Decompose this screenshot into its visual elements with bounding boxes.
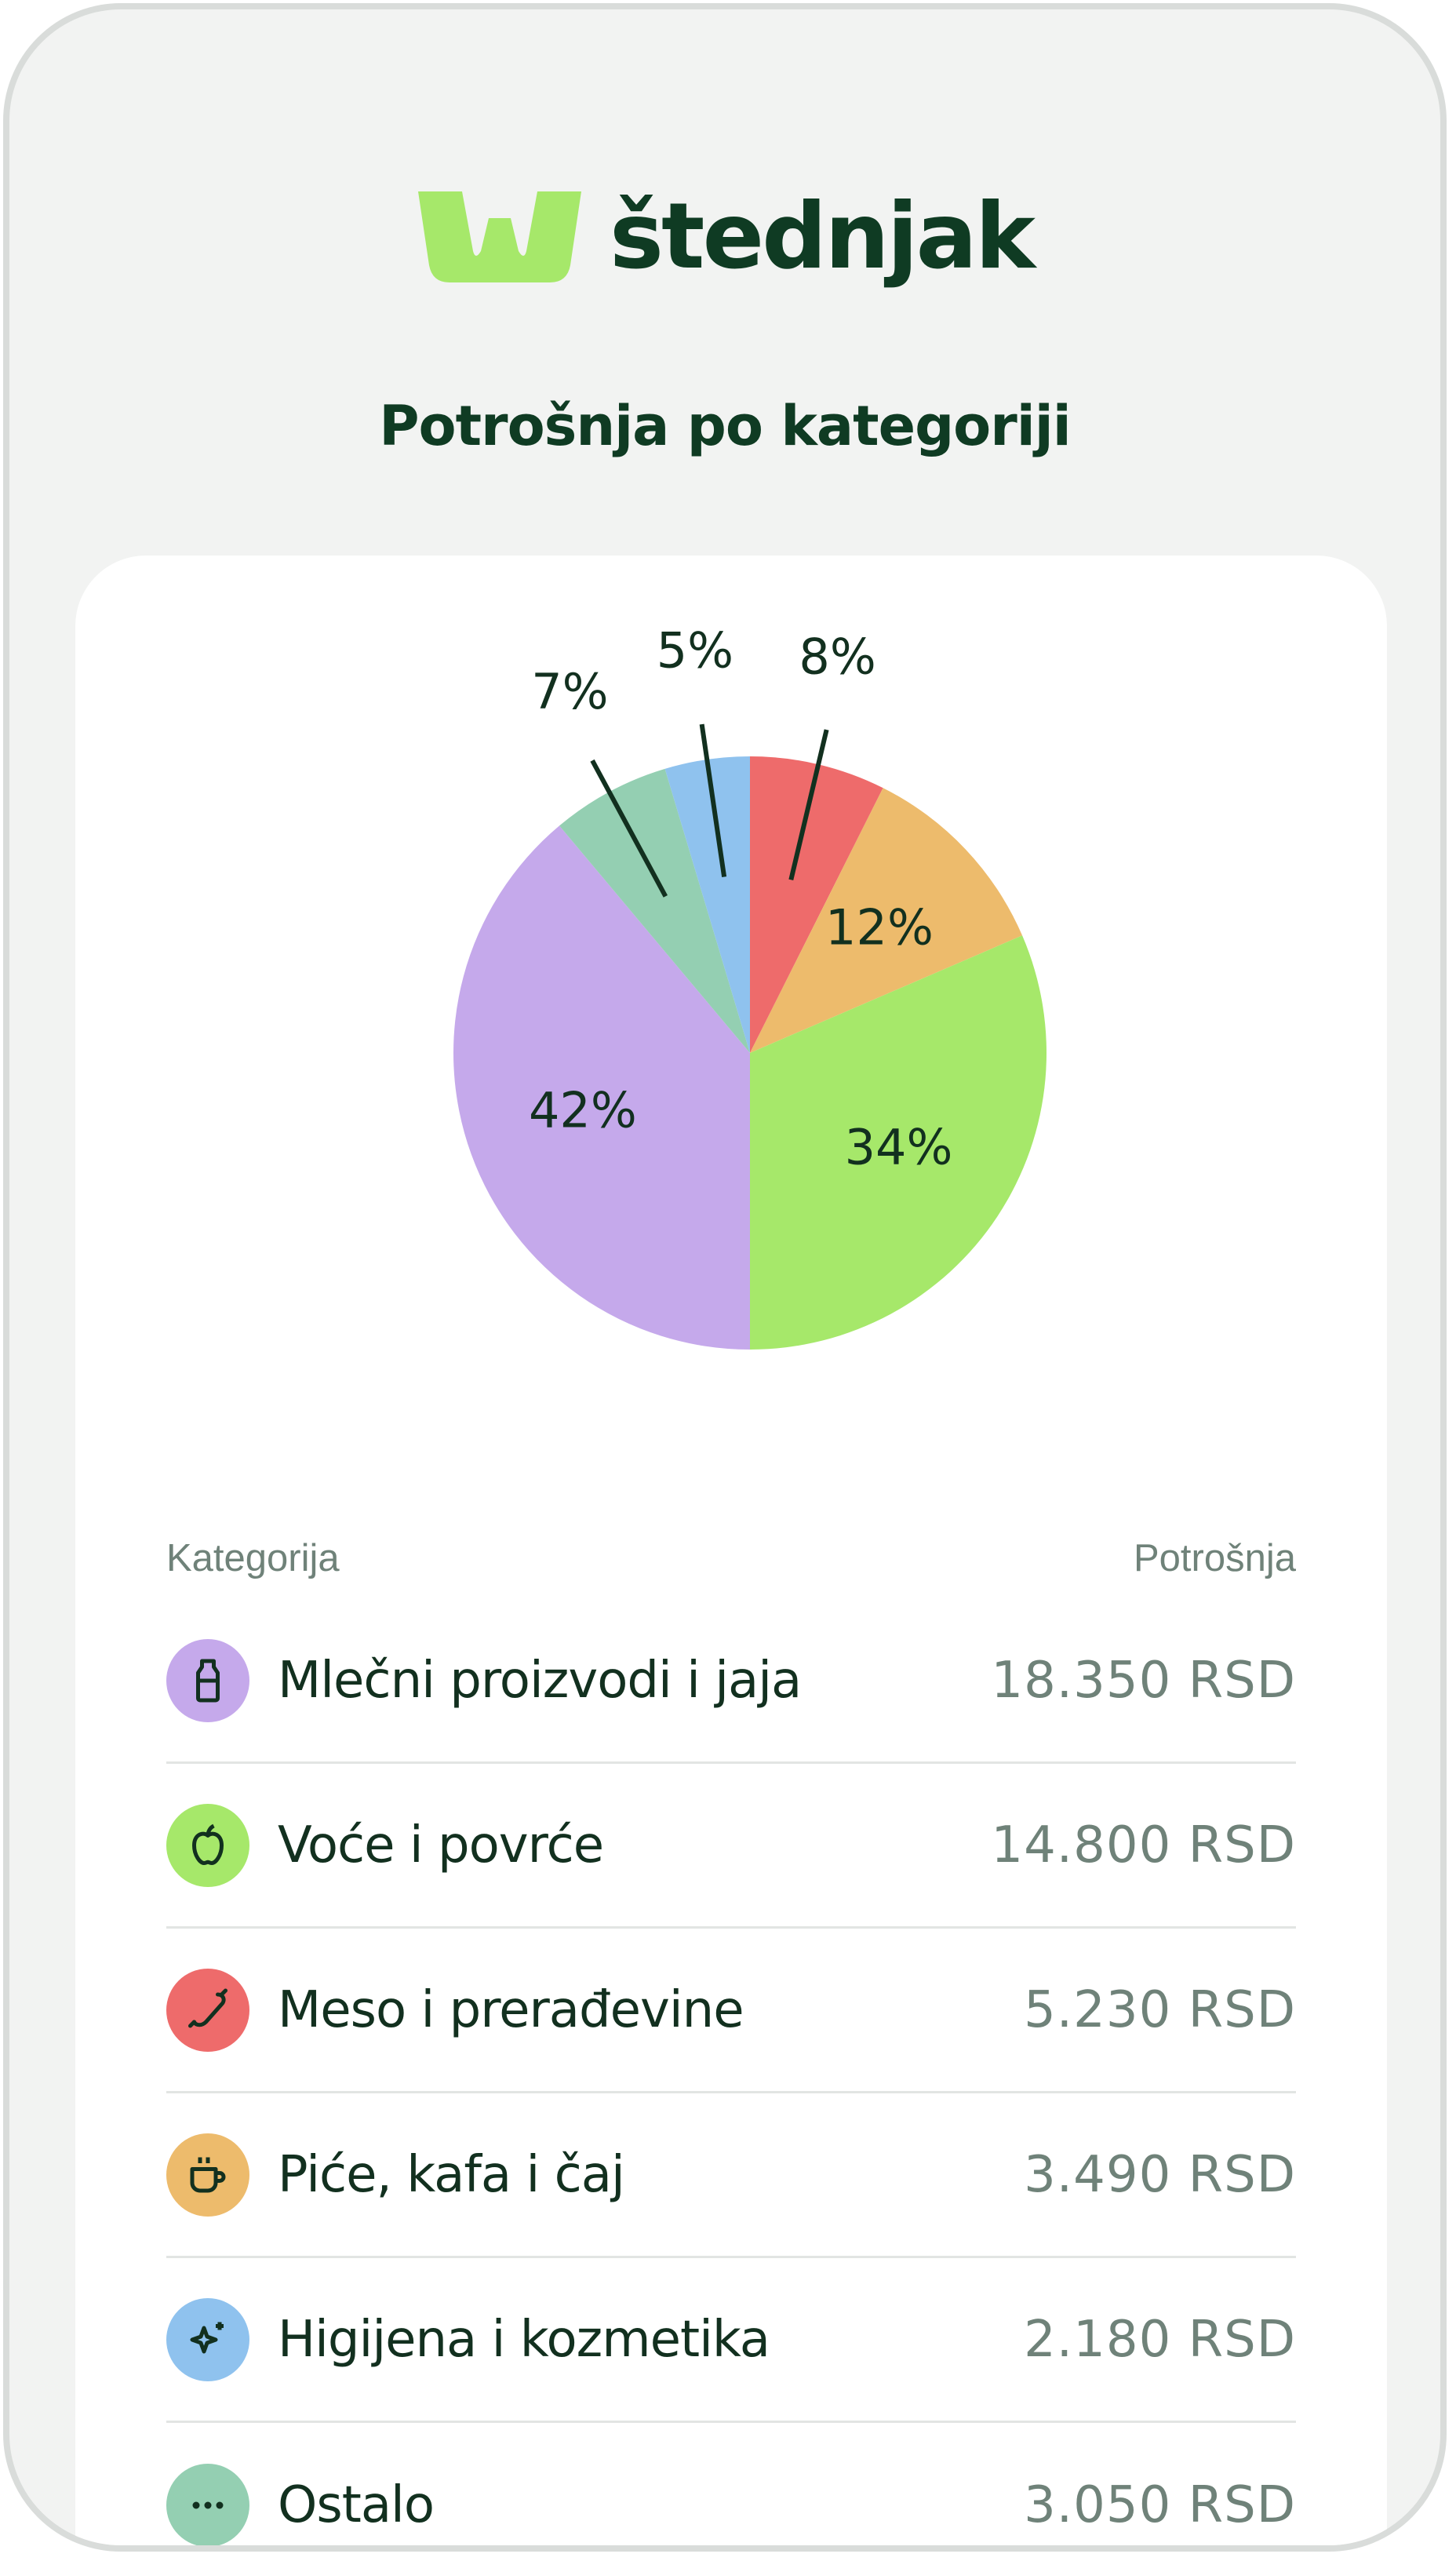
pie-leader-line-hygiene	[699, 723, 727, 878]
table-row[interactable]: Piće, kafa i čaj 3.490 RSD	[166, 2093, 1296, 2258]
pie-label-meat: 8%	[799, 628, 875, 685]
category-name: Meso i prerađevine	[278, 1980, 744, 2039]
page-title: Potrošnja po kategoriji	[379, 394, 1072, 458]
table-row[interactable]: Meso i prerađevine 5.230 RSD	[166, 1929, 1296, 2093]
spending-card: 42% 7% 5% 8% 12% 34% Kategorija Potrošnja Mle…	[75, 556, 1387, 2545]
pie-slice-drinks	[750, 788, 1023, 1053]
coffee-cup-icon	[166, 2133, 249, 2217]
pie-slice-meat	[750, 756, 883, 1053]
category-amount: 3.050 RSD	[1024, 2476, 1296, 2534]
pie-slice-other	[559, 768, 750, 1053]
category-amount: 3.490 RSD	[1024, 2145, 1296, 2204]
brand-logo-icon	[418, 191, 581, 282]
pie-leader-line-meat	[788, 729, 829, 881]
category-amount: 18.350 RSD	[991, 1651, 1296, 1710]
pie-leader-line-other	[590, 759, 668, 898]
pie-label-dairy: 42%	[529, 1082, 637, 1139]
category-name: Ostalo	[278, 2476, 435, 2534]
pie-slice-hygiene	[664, 756, 750, 1053]
category-name: Higijena i kozmetika	[278, 2310, 770, 2369]
category-name: Voće i povrće	[278, 1816, 604, 1874]
pie-slice-dairy	[453, 825, 750, 1350]
table-row[interactable]: Higijena i kozmetika 2.180 RSD	[166, 2258, 1296, 2423]
category-amount: 14.800 RSD	[991, 1816, 1296, 1874]
column-header-category: Kategorija	[166, 1537, 340, 1579]
category-list: Mlečni proizvodi i jaja 18.350 RSD Voće …	[166, 1599, 1296, 2545]
pie-slice-produce	[750, 935, 1046, 1350]
category-amount: 2.180 RSD	[1024, 2310, 1296, 2369]
brand-header: štednjak	[9, 186, 1440, 288]
more-dots-icon	[166, 2464, 249, 2545]
table-header: Kategorija Potrošnja	[166, 1536, 1296, 1580]
sparkle-icon	[166, 2297, 249, 2381]
category-name: Mlečni proizvodi i jaja	[278, 1651, 802, 1710]
apple-icon	[166, 1803, 249, 1887]
brand-name: štednjak	[610, 184, 1036, 290]
sausage-icon	[166, 1968, 249, 2052]
table-row[interactable]: Voće i povrće 14.800 RSD	[166, 1764, 1296, 1929]
pie-label-produce: 34%	[845, 1119, 953, 1176]
table-row[interactable]: Ostalo 3.050 RSD	[166, 2423, 1296, 2545]
category-amount: 5.230 RSD	[1024, 1980, 1296, 2039]
pie-label-drinks: 12%	[825, 898, 934, 956]
pie-chart: 42% 7% 5% 8% 12% 34%	[453, 621, 1046, 1350]
table-row[interactable]: Mlečni proizvodi i jaja 18.350 RSD	[166, 1599, 1296, 1764]
milk-bottle-icon	[166, 1638, 249, 1722]
pie-label-hygiene: 5%	[657, 621, 733, 679]
pie-label-other: 7%	[531, 663, 608, 720]
category-name: Piće, kafa i čaj	[278, 2145, 625, 2204]
phone-frame: štednjak Potrošnja po kategoriji 42% 7% 5%…	[3, 3, 1447, 2552]
column-header-spending: Potrošnja	[1133, 1537, 1296, 1579]
